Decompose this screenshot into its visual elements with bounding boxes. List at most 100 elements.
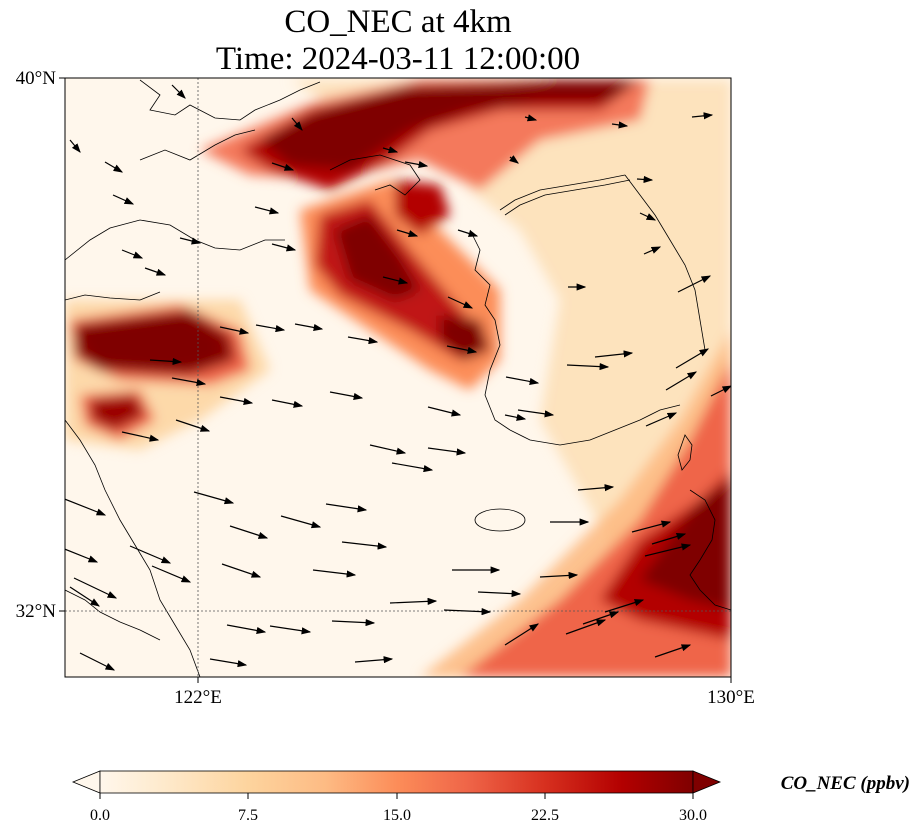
wind-arrow <box>144 267 167 276</box>
wind-arrow <box>427 447 467 456</box>
coastlines <box>65 79 731 677</box>
colorbar-label: CO_NEC (ppbv) <box>781 773 910 794</box>
wind-arrow <box>65 548 99 563</box>
wind-arrow <box>219 396 254 405</box>
colorbar-tick-3: 22.5 <box>531 807 559 824</box>
wind-arrow <box>193 491 235 505</box>
wind-arrow <box>443 608 492 616</box>
wind-arrow <box>69 586 101 607</box>
wind-arrow <box>651 532 687 545</box>
wind-arrow <box>447 296 474 309</box>
map-title-line2: Time: 2024-03-11 12:00:00 <box>215 41 581 77</box>
wind-arrow <box>382 276 409 285</box>
wind-arrow <box>504 413 527 421</box>
wind-arrow <box>219 326 250 335</box>
wind-arrow <box>209 658 248 668</box>
wind-vectors <box>65 84 731 671</box>
map-title-line1: CO_NEC at 4km <box>284 4 512 40</box>
wind-arrow <box>65 498 107 516</box>
wind-arrow <box>226 624 267 635</box>
wind-arrow <box>171 84 186 99</box>
wind-arrow <box>643 246 662 255</box>
wind-arrow <box>644 543 692 557</box>
wind-arrow <box>404 160 429 169</box>
wind-arrow <box>331 619 376 627</box>
wind-arrow <box>427 406 462 417</box>
wind-arrow <box>675 348 710 369</box>
wind-arrow <box>254 206 280 215</box>
wind-arrow <box>329 391 364 400</box>
colorbar-tick-2: 15.0 <box>383 807 411 824</box>
colorbar: 0.0 7.5 15.0 22.5 30.0 CO_NEC (ppbv) <box>71 770 910 824</box>
wind-arrow <box>594 350 634 358</box>
wind-arrow <box>391 462 434 473</box>
wind-arrow <box>112 194 135 205</box>
wind-arrow <box>175 419 211 432</box>
wind-arrow <box>341 541 388 550</box>
wind-arrow <box>457 229 479 237</box>
wind-arrow <box>312 569 357 578</box>
wind-arrow <box>325 503 368 513</box>
wind-arrow <box>509 155 519 164</box>
wind-arrow <box>221 563 262 578</box>
wind-arrow <box>665 371 698 391</box>
wind-arrow <box>271 243 297 252</box>
wind-arrow <box>446 345 478 354</box>
wind-arrow <box>382 146 399 154</box>
ytick-label-32n: 32°N <box>16 601 57 622</box>
ytick-label-40n: 40°N <box>16 68 57 89</box>
colorbar-extend-min <box>71 770 101 794</box>
colorbar-tick-0: 0.0 <box>90 807 110 824</box>
wind-arrow <box>677 275 712 293</box>
wind-arrow <box>255 324 286 333</box>
wind-arrow <box>271 162 295 171</box>
xtick-label-122e: 122°E <box>174 687 222 708</box>
wind-arrow <box>565 619 607 635</box>
wind-arrow <box>69 139 81 153</box>
wind-arrow <box>369 444 407 455</box>
wind-arrow <box>654 644 692 658</box>
wind-arrow <box>229 525 269 539</box>
wind-arrow <box>291 117 303 131</box>
wind-arrow <box>104 161 124 173</box>
colorbar-tick-1: 7.5 <box>238 807 258 824</box>
wind-arrow <box>645 412 678 427</box>
wind-arrow <box>604 599 645 613</box>
wind-arrow <box>477 590 522 598</box>
wind-arrow <box>639 212 657 221</box>
wind-arrow <box>582 611 620 625</box>
colorbar-extend-max <box>692 770 722 794</box>
wind-arrow <box>151 565 192 583</box>
wind-arrow <box>280 515 322 529</box>
wind-arrow <box>710 385 731 397</box>
wind-arrow <box>505 376 540 385</box>
wind-arrow <box>389 597 438 605</box>
wind-arrow <box>577 484 615 492</box>
xtick-label-130e: 130°E <box>707 687 755 708</box>
wind-arrow <box>79 652 116 671</box>
wind-arrow <box>631 520 672 533</box>
wind-arrow <box>566 362 610 371</box>
wind-arrow <box>396 229 419 238</box>
plot-frame <box>64 77 732 678</box>
concentration-field <box>65 78 731 677</box>
wind-arrow <box>121 249 144 259</box>
wind-arrow <box>504 623 540 646</box>
wind-arrow <box>129 545 172 564</box>
wind-arrow <box>517 409 555 418</box>
wind-arrow <box>524 114 538 122</box>
colorbar-gradient <box>99 770 694 794</box>
wind-arrow <box>121 431 160 442</box>
wind-arrow <box>179 237 202 245</box>
wind-arrow <box>269 625 312 635</box>
wind-arrow <box>636 175 654 184</box>
wind-arrow <box>347 336 379 345</box>
colorbar-tick-4: 30.0 <box>679 807 707 824</box>
wind-arrow <box>171 377 207 387</box>
wind-arrow <box>691 112 714 120</box>
wind-arrow <box>271 399 304 408</box>
wind-arrow <box>149 357 183 366</box>
wind-arrow <box>73 577 118 599</box>
wind-arrow <box>294 323 324 332</box>
